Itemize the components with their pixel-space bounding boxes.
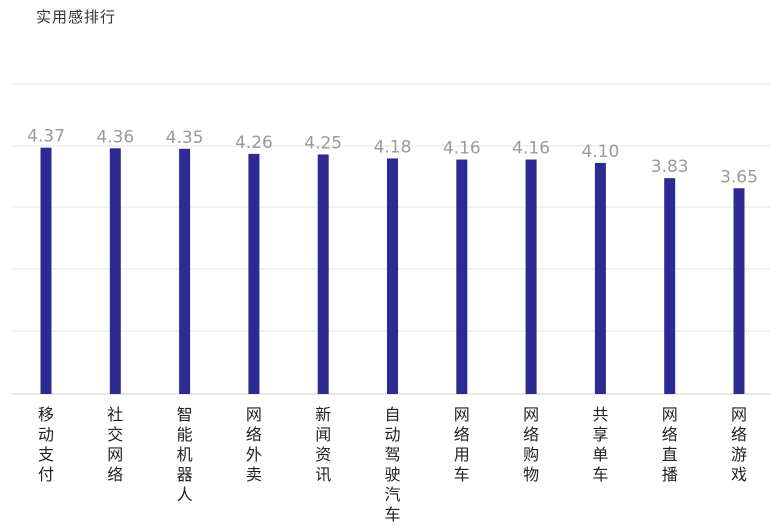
x-tick-label: 网络游戏: [731, 405, 747, 484]
x-tick-label: 网络外卖: [246, 405, 262, 484]
bar: [109, 148, 121, 394]
bar: [664, 178, 676, 394]
data-label: 3.83: [651, 157, 689, 177]
bar: [317, 154, 329, 394]
data-label: 4.36: [96, 127, 134, 147]
data-label: 4.18: [374, 137, 412, 157]
x-tick-label: 智能机器人: [177, 405, 193, 504]
data-label: 4.16: [443, 139, 481, 159]
x-tick-label: 共享单车: [592, 405, 608, 484]
chart-title: 实用感排行: [36, 8, 117, 26]
data-label: 4.26: [235, 133, 273, 153]
data-label: 4.16: [512, 139, 550, 159]
x-tick-label: 网络直播: [662, 405, 678, 484]
bar: [456, 159, 468, 394]
bar: [525, 159, 537, 394]
bar: [594, 162, 606, 394]
x-tick-label: 社交网络: [107, 405, 123, 484]
bar: [248, 153, 260, 394]
x-tick-label: 自动驾驶汽车: [384, 405, 400, 524]
data-label: 4.35: [166, 128, 204, 148]
x-tick-label: 网络用车: [454, 405, 470, 484]
data-label: 4.10: [581, 142, 619, 162]
bar: [40, 147, 52, 394]
data-label: 4.25: [304, 133, 342, 153]
x-tick-label: 新闻资讯: [315, 405, 331, 484]
x-tick-label: 网络购物: [523, 405, 539, 484]
data-label: 3.65: [720, 167, 758, 187]
data-label: 4.37: [27, 127, 65, 147]
bar: [387, 158, 398, 394]
bar: [179, 148, 191, 394]
x-tick-label: 移动支付: [38, 405, 54, 484]
bar: [733, 188, 745, 394]
